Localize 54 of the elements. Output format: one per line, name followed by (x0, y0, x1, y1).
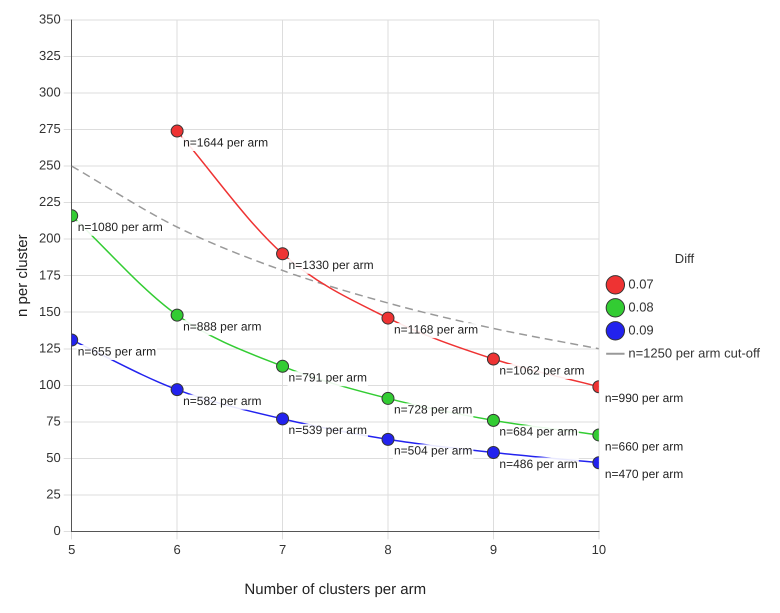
point (170, 124, 184, 138)
y-tick-label: 150 (38, 304, 61, 319)
legend-label: n=1250 per arm cut-off (628, 345, 760, 360)
annotation: n=888 per arm (183, 319, 262, 334)
annotation: n=728 per arm (394, 402, 472, 417)
annotation: n=1080 per arm (78, 220, 163, 234)
x-tick-label: 6 (174, 542, 181, 557)
y-tick-label: 200 (38, 230, 61, 246)
point (276, 247, 290, 260)
y-tick-label: 250 (38, 158, 61, 173)
point (276, 412, 290, 426)
annotation: n=470 per arm (604, 467, 684, 482)
point (170, 383, 184, 396)
y-axis-title: n per cluster (14, 234, 32, 317)
x-tick-label: 9 (490, 542, 498, 557)
y-tick-label: 125 (38, 340, 61, 356)
y-tick-label: 225 (38, 194, 61, 210)
x-tick-label: 7 (278, 542, 286, 557)
point (381, 312, 394, 325)
y-tick-label: 50 (46, 450, 61, 465)
y-tick-label: 300 (38, 84, 61, 100)
y-tick-label: 100 (38, 376, 61, 392)
annotation: n=684 per arm (499, 424, 578, 439)
x-tick-label: 5 (68, 542, 76, 557)
x-tick-label: 8 (384, 542, 392, 557)
annotation: n=1168 per arm (394, 322, 478, 336)
y-tick-label: 0 (53, 522, 61, 538)
annotation: n=1062 per arm (499, 363, 584, 378)
annotation: n=660 per arm (604, 439, 684, 454)
legend-label: 0.08 (628, 299, 654, 314)
annotation: n=504 per arm (394, 444, 472, 458)
annotation: n=655 per arm (78, 344, 156, 358)
legend-title: Diff (674, 250, 694, 266)
annotation: n=486 per arm (499, 456, 578, 471)
annotation: n=1330 per arm (288, 258, 374, 272)
annotation: n=1644 per arm (183, 135, 268, 150)
legend-label: 0.07 (628, 276, 654, 292)
annotation: n=791 per arm (288, 370, 367, 385)
y-tick-label: 175 (38, 267, 61, 282)
annotation: n=582 per arm (183, 394, 262, 408)
point (381, 392, 394, 405)
x-tick-label: 10 (592, 542, 606, 557)
legend-label: 0.09 (628, 322, 654, 338)
x-axis-title: Number of clusters per arm (244, 581, 426, 598)
y-tick-label: 325 (38, 48, 61, 64)
point (381, 432, 394, 446)
annotation: n=539 per arm (288, 423, 367, 438)
point (170, 308, 184, 322)
y-tick-label: 275 (38, 121, 61, 136)
point (276, 360, 290, 373)
annotation: n=990 per arm (604, 391, 684, 406)
y-tick-label: 75 (46, 413, 61, 428)
y-tick-label: 350 (38, 12, 61, 27)
y-tick-label: 25 (46, 486, 61, 502)
